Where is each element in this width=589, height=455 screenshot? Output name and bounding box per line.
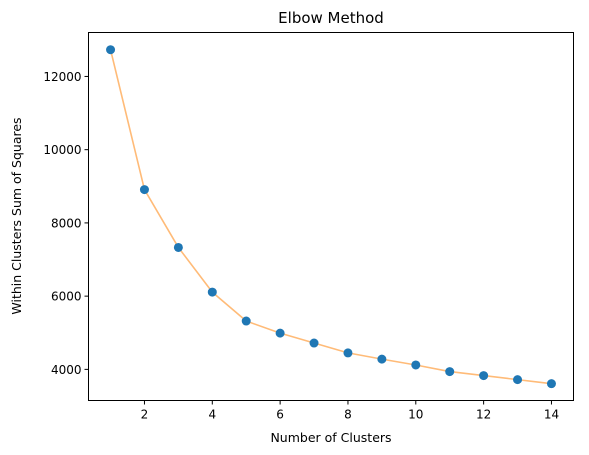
data-point	[207, 287, 217, 297]
x-tick-label: 4	[208, 408, 216, 422]
data-point	[275, 328, 285, 338]
data-point	[479, 371, 489, 381]
data-point	[343, 348, 353, 358]
x-tick-label: 2	[141, 408, 149, 422]
series-line	[109, 49, 552, 385]
y-axis-label: Within Clusters Sum of Squares	[9, 117, 24, 314]
data-point	[106, 45, 116, 55]
x-tick-label: 14	[544, 408, 559, 422]
x-tick-label: 10	[408, 408, 423, 422]
x-tick-label: 6	[276, 408, 284, 422]
data-point	[546, 379, 556, 389]
chart-title: Elbow Method	[278, 9, 384, 27]
x-tick-label: 8	[344, 408, 352, 422]
y-tick-label: 12000	[43, 70, 81, 84]
data-point	[411, 360, 421, 370]
data-point	[173, 242, 183, 252]
data-point	[241, 316, 251, 326]
plot-frame	[88, 32, 574, 401]
data-point	[445, 367, 455, 377]
plot-area	[106, 45, 556, 389]
y-tick-label: 6000	[51, 290, 82, 304]
y-tick-label: 10000	[43, 143, 81, 157]
data-point	[139, 185, 149, 195]
x-tick-label: 12	[476, 408, 491, 422]
y-tick-label: 4000	[51, 363, 82, 377]
x-axis-label: Number of Clusters	[270, 430, 391, 445]
data-point	[513, 375, 523, 385]
data-point	[309, 338, 319, 348]
data-point	[377, 354, 387, 364]
y-tick-label: 8000	[51, 216, 82, 230]
